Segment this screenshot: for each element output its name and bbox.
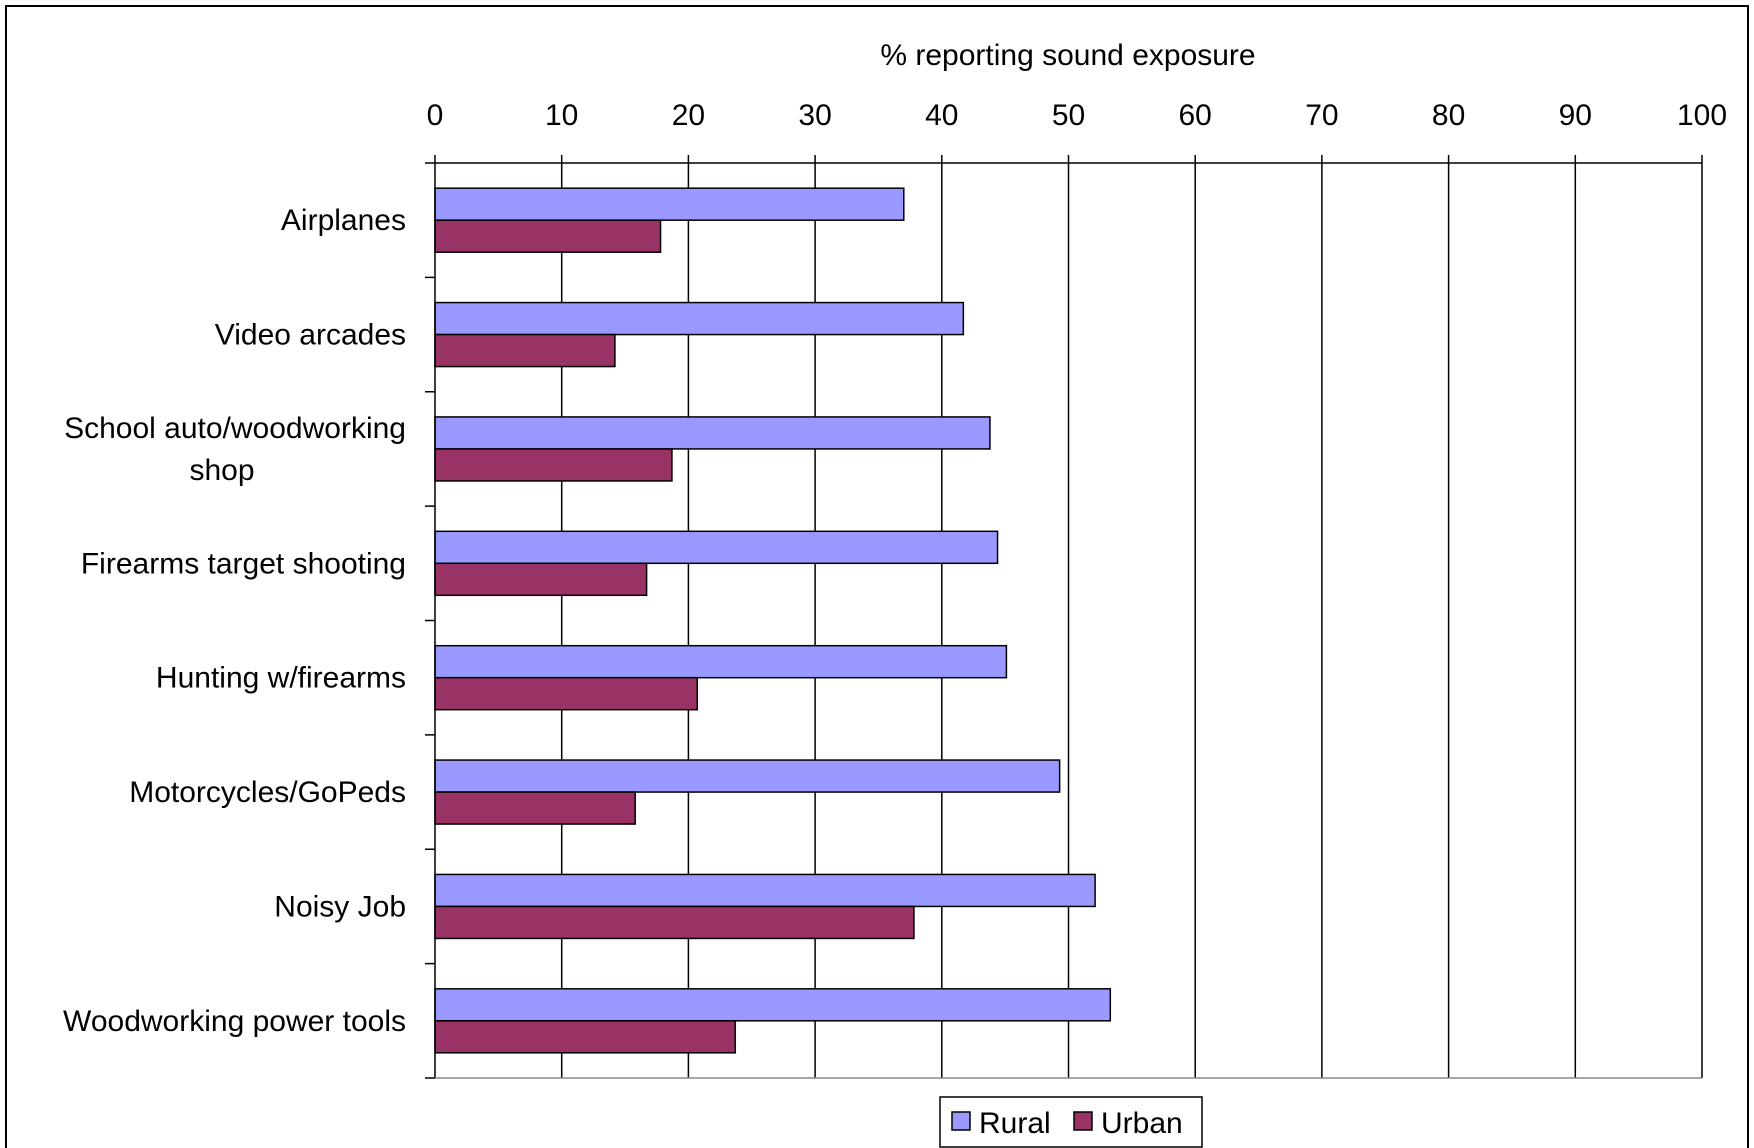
- legend-label-rural: Rural: [979, 1107, 1051, 1140]
- x-tick-label: 20: [672, 99, 705, 132]
- bar-rural: [434, 988, 1112, 1022]
- category-label: Woodworking power tools: [63, 1005, 406, 1038]
- category-label: Noisy Job: [274, 890, 406, 923]
- legend-swatch-urban: [1073, 1111, 1093, 1131]
- bar-rural: [434, 187, 905, 221]
- category-label: Airplanes: [281, 204, 406, 237]
- bar-urban: [434, 219, 662, 253]
- x-tick-label: 80: [1432, 99, 1465, 132]
- bar-urban: [434, 676, 699, 711]
- category-label: shop: [189, 454, 254, 487]
- bar-rural: [434, 301, 965, 336]
- legend-label-urban: Urban: [1101, 1107, 1183, 1140]
- bar-urban: [434, 905, 915, 940]
- category-label: Video arcades: [215, 319, 406, 352]
- x-tick-label: 50: [1052, 99, 1085, 132]
- x-tick-label: 90: [1559, 99, 1592, 132]
- x-tick-label: 10: [545, 99, 578, 132]
- category-label: Hunting w/firearms: [156, 662, 406, 695]
- legend: Rural Urban: [939, 1096, 1203, 1148]
- category-label: Motorcycles/GoPeds: [129, 776, 406, 809]
- bars: [434, 187, 1112, 1054]
- x-tick-label: 30: [798, 99, 831, 132]
- bar-urban: [434, 562, 648, 597]
- bar-urban: [434, 448, 673, 482]
- bar-urban: [434, 1020, 737, 1054]
- axes: 0 10 20 30 40 50 60 70 80 90 100 Airplanes Video arc…: [63, 99, 1727, 1079]
- x-axis-title: % reporting sound exposure: [880, 39, 1255, 72]
- bar-rural: [434, 644, 1008, 679]
- x-tick-label: 70: [1305, 99, 1338, 132]
- bar-rural: [434, 530, 999, 565]
- category-label: Firearms target shooting: [81, 547, 406, 580]
- bar-urban: [434, 333, 616, 368]
- bar-urban: [434, 791, 636, 825]
- x-tick-label: 60: [1179, 99, 1212, 132]
- bar-rural: [434, 759, 1061, 793]
- legend-swatch-rural: [951, 1111, 971, 1131]
- x-tick-label: 40: [925, 99, 958, 132]
- category-label: School auto/woodworking: [64, 412, 406, 445]
- x-tick-label: 0: [427, 99, 444, 132]
- bar-rural: [434, 873, 1096, 908]
- x-tick-label: 100: [1677, 99, 1727, 132]
- legend-box: [939, 1096, 1203, 1148]
- bar-rural: [434, 416, 991, 450]
